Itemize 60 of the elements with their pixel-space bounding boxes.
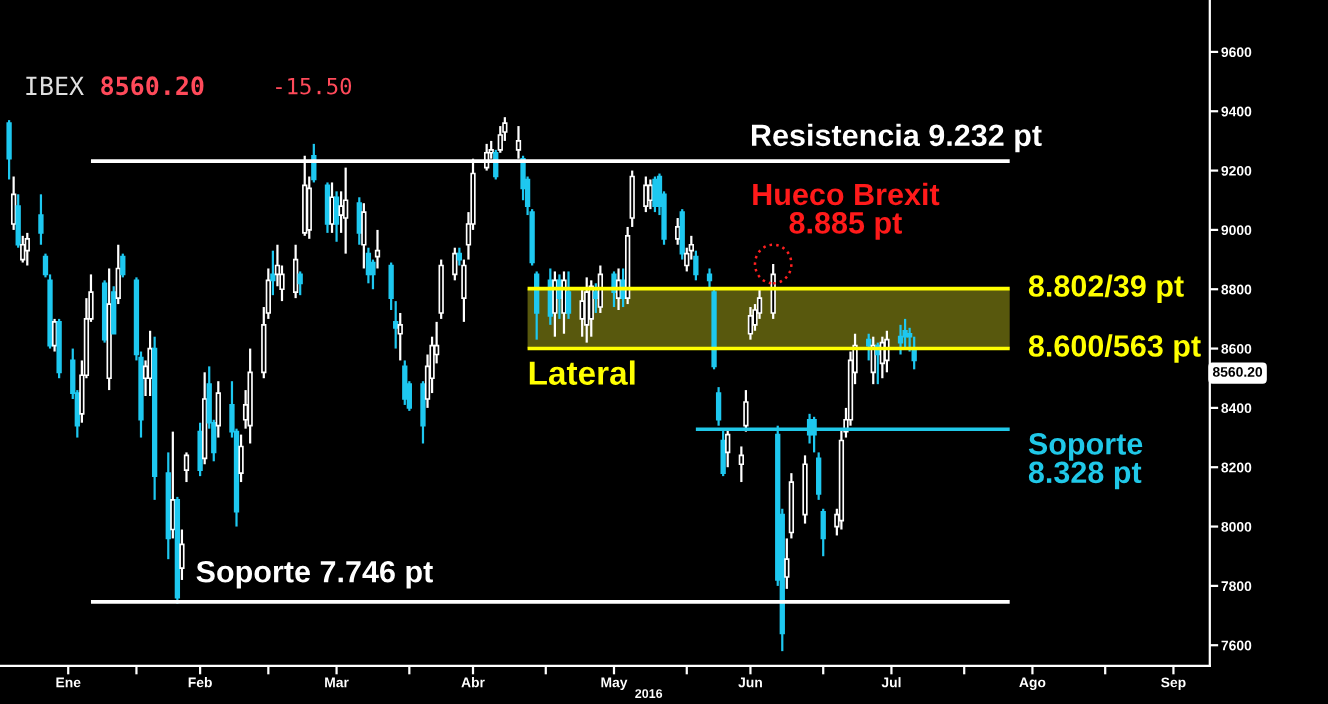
- candlestick: [593, 282, 599, 315]
- text: IBEX: [26, 76, 84, 95]
- candlestick: [743, 388, 749, 433]
- candlestick: [6, 119, 12, 181]
- candlestick: [884, 329, 890, 374]
- candlestick: [725, 427, 731, 469]
- candlestick: [24, 231, 30, 267]
- candlestick: [361, 202, 367, 270]
- candlestick: [675, 216, 681, 246]
- candlestick: [693, 249, 699, 282]
- ref-line-label: 8.600/563 pt: [1028, 334, 1201, 363]
- candlestick: [866, 332, 872, 362]
- candlestick: [20, 234, 26, 264]
- candlestick: [374, 228, 381, 270]
- candlestick: [565, 270, 572, 321]
- candlestick: [438, 258, 444, 321]
- candlestick: [584, 276, 590, 344]
- candlestick: [270, 249, 276, 297]
- candlestick: [452, 246, 458, 282]
- ref-line-label: Soporte 7.746 pt: [196, 560, 433, 589]
- band-label: Lateral: [529, 360, 635, 385]
- candlestick: [170, 430, 176, 540]
- ref-line-label: Resistencia 9.232 pt: [751, 123, 1042, 153]
- candlestick: [147, 329, 153, 398]
- candlestick: [333, 190, 340, 243]
- candlestick: [643, 175, 649, 214]
- candlestick: [397, 311, 403, 362]
- candlestick: [497, 124, 503, 154]
- candlestick: [115, 243, 121, 306]
- candlestick: [238, 433, 244, 484]
- candlestick: [197, 421, 203, 478]
- candlestick: [215, 380, 221, 439]
- candlestick: [329, 181, 335, 234]
- candlestick: [738, 445, 745, 484]
- candlestick: [183, 451, 190, 484]
- candlestick: [902, 317, 908, 350]
- ref-line-label: 8.802/39 pt: [1028, 274, 1184, 303]
- candlestick: [343, 166, 349, 255]
- candlestick: [820, 507, 826, 558]
- candlestick: [816, 451, 822, 501]
- candlestick: [461, 258, 467, 323]
- candlestick: [706, 267, 713, 291]
- candlestick: [179, 528, 185, 582]
- candlestick: [629, 169, 635, 229]
- candlestick: [297, 270, 303, 297]
- candlestick: [111, 285, 117, 335]
- annotation: 8560.20: [101, 76, 204, 96]
- candlestick: [420, 380, 426, 445]
- candlestick: [292, 243, 299, 300]
- annotation: Hueco Brexit 8.885 pt: [753, 182, 940, 240]
- candlestick: [38, 193, 44, 246]
- candlestick: [15, 193, 21, 249]
- candlestick: [402, 359, 408, 407]
- ref-line-label: Soporte 8.328 pt: [1028, 433, 1143, 490]
- annotation: -15.50: [276, 77, 352, 95]
- candlestick: [120, 252, 126, 279]
- candlestick: [679, 208, 685, 261]
- candlestick: [784, 537, 790, 590]
- candlestick: [652, 175, 658, 214]
- candlestick: [10, 175, 17, 232]
